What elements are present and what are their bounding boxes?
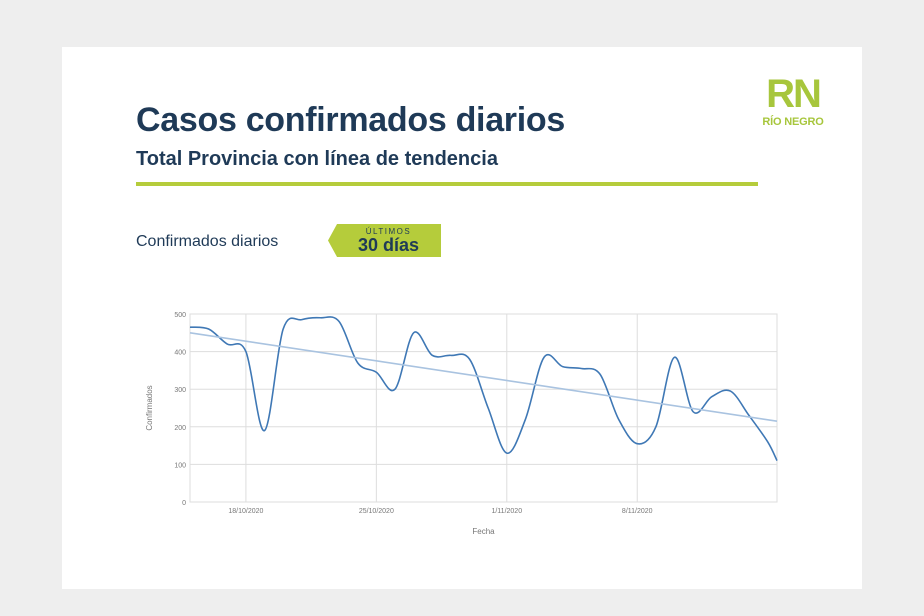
x-tick-label: 8/11/2020 <box>622 508 653 515</box>
badge-caption: ÚLTIMOS <box>365 227 412 236</box>
badge-period: 30 días <box>357 235 420 255</box>
x-tick-label: 25/10/2020 <box>359 508 394 515</box>
section-label: Confirmados diarios <box>136 233 279 250</box>
y-tick-label: 500 <box>174 312 186 319</box>
y-tick-label: 300 <box>174 387 186 394</box>
x-axis-title: Fecha <box>472 527 495 536</box>
rio-negro-logo: RN RÍO NEGRO <box>760 74 826 130</box>
y-tick-label: 100 <box>174 462 186 469</box>
y-tick-label: 200 <box>174 425 186 432</box>
daily-cases-line <box>189 316 778 461</box>
period-badge: ÚLTIMOS 30 días <box>328 224 441 257</box>
y-tick-label: 400 <box>174 350 186 357</box>
x-tick-label: 18/10/2020 <box>228 508 263 515</box>
accent-divider <box>136 182 758 186</box>
chart-title: Casos confirmados diarios <box>136 101 565 139</box>
content-card <box>62 47 862 589</box>
y-axis-title: Confirmados <box>145 385 154 430</box>
trend-line <box>189 332 778 422</box>
logo-mark: RN <box>766 72 822 116</box>
logo-text: RÍO NEGRO <box>762 116 824 128</box>
chart-subtitle: Total Provincia con línea de tendencia <box>136 148 498 170</box>
y-tick-label: 0 <box>182 500 186 507</box>
x-tick-label: 1/11/2020 <box>491 508 522 515</box>
